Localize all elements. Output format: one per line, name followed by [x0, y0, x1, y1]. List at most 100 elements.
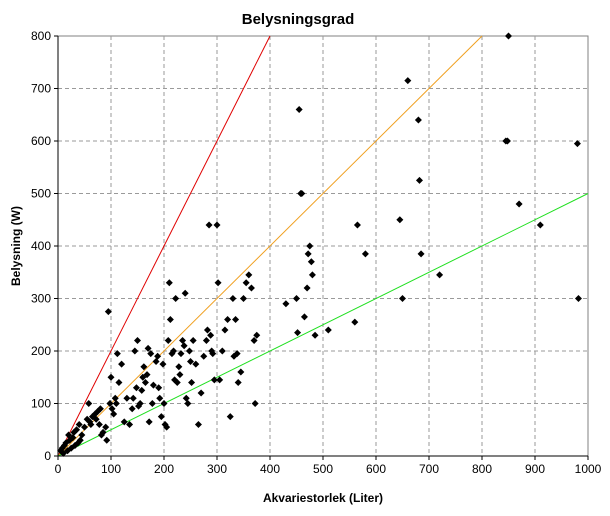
data-point [176, 371, 184, 379]
x-tick-label: 800 [472, 462, 492, 476]
reference-lines [57, 35, 589, 457]
data-point [295, 106, 303, 113]
data-point [123, 394, 131, 402]
data-point [78, 431, 86, 439]
data-point [145, 418, 153, 426]
data-point [282, 300, 290, 308]
y-tick-label: 500 [31, 187, 51, 201]
data-point [102, 423, 110, 431]
data-point [87, 421, 95, 428]
data-point [165, 279, 173, 287]
data-point [353, 221, 361, 229]
data-point [253, 331, 261, 339]
data-point [128, 405, 136, 413]
data-point [200, 352, 208, 360]
data-point [197, 389, 205, 397]
x-tick-label: 200 [154, 462, 174, 476]
data-point [306, 242, 314, 250]
data-point [214, 279, 222, 287]
data-point [175, 363, 183, 371]
data-point [138, 386, 146, 394]
data-point [143, 371, 151, 379]
data-point [126, 421, 134, 428]
y-tick-label: 800 [31, 29, 51, 43]
data-point [210, 376, 218, 384]
x-tick-label: 0 [55, 462, 62, 476]
data-point [131, 347, 139, 355]
data-point [250, 337, 258, 344]
data-point [209, 350, 217, 358]
data-point [417, 250, 425, 258]
data-point [103, 436, 111, 444]
data-point [213, 221, 221, 229]
data-point [132, 384, 140, 392]
data-point [115, 379, 123, 386]
data-point [112, 400, 120, 407]
data-point [233, 350, 241, 358]
data-point [404, 77, 412, 85]
data-point [69, 434, 77, 442]
data-point [303, 284, 311, 292]
data-point [242, 279, 250, 287]
data-point [75, 421, 83, 428]
data-point [324, 326, 332, 334]
data-point [118, 360, 126, 368]
data-point [163, 423, 171, 431]
data-point [536, 221, 544, 229]
data-point [184, 400, 192, 407]
data-point [110, 410, 118, 418]
data-point [152, 358, 160, 365]
gridlines [58, 36, 588, 456]
data-point [298, 190, 306, 197]
data-point [192, 360, 200, 368]
data-point [140, 363, 148, 371]
data-point [120, 418, 128, 426]
data-point [107, 373, 115, 381]
data-point [436, 271, 444, 279]
data-point [202, 337, 210, 344]
data-point [182, 394, 190, 402]
x-tick-label: 400 [260, 462, 280, 476]
data-point [396, 216, 404, 224]
data-point [172, 295, 180, 302]
chart-title: Belysningsgrad [242, 11, 355, 28]
x-tick-label: 500 [313, 462, 333, 476]
data-point [307, 258, 315, 266]
data-point [229, 295, 237, 302]
data-point [104, 308, 112, 316]
data-point [144, 344, 152, 352]
data-point [574, 295, 582, 302]
data-point [180, 342, 188, 350]
data-point [156, 394, 164, 402]
x-tick-label: 300 [207, 462, 227, 476]
data-point [147, 350, 155, 358]
x-tick-labels: 0 100 200 300 400 500 600 700 800 900 1000 [55, 462, 602, 476]
data-point [221, 326, 229, 334]
data-point [311, 331, 319, 339]
y-tick-label: 200 [31, 344, 51, 358]
data-point [160, 400, 168, 407]
y-tick-label: 100 [31, 397, 51, 411]
y-tick-label: 700 [31, 82, 51, 96]
y-tick-label: 300 [31, 292, 51, 306]
data-point [505, 32, 512, 40]
reference-line-3 [57, 193, 589, 457]
data-point [218, 347, 226, 355]
y-axis-label: Belysning (W) [9, 206, 23, 286]
data-point [216, 376, 224, 384]
y-tick-label: 400 [31, 239, 51, 253]
data-point [177, 350, 185, 358]
data-point [159, 360, 167, 368]
reference-line-2 [57, 35, 483, 457]
data-point [154, 352, 162, 360]
data-point [73, 426, 81, 434]
data-point [232, 316, 240, 323]
data-point [92, 415, 100, 423]
data-point [181, 289, 189, 297]
y-tick-label: 0 [44, 449, 51, 463]
y-tick-label: 600 [31, 134, 51, 148]
data-point [207, 331, 215, 339]
data-point [164, 337, 172, 344]
data-point [141, 379, 149, 386]
